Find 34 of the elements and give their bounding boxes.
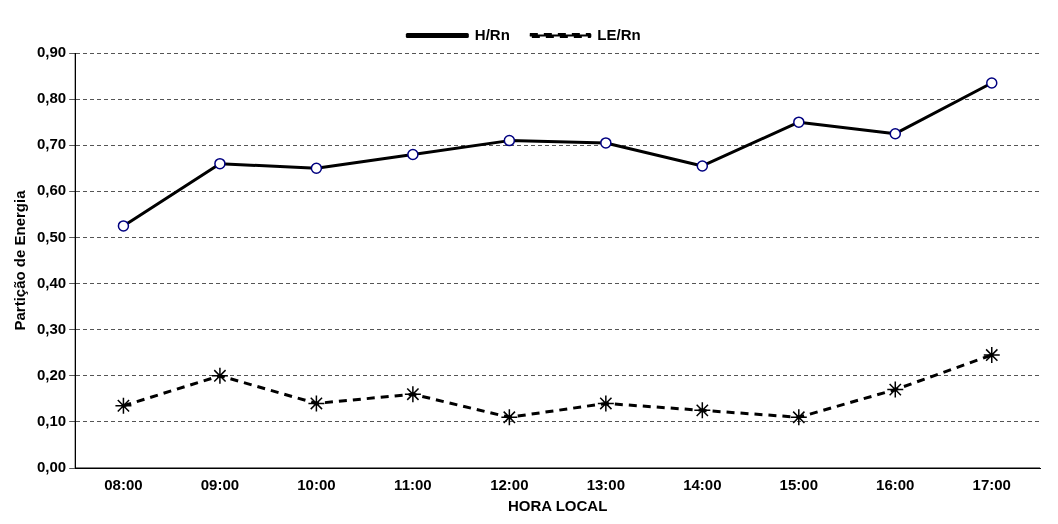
y-tick-label: 0,70 <box>36 135 67 153</box>
x-axis-title: HORA LOCAL <box>507 497 608 515</box>
point <box>790 408 808 427</box>
y-tick-label: 0,50 <box>36 227 67 245</box>
point <box>500 408 519 427</box>
legend-label: H/Rn <box>474 25 510 43</box>
x-tick-label: 16:00 <box>876 476 915 494</box>
x-tick-label: 12:00 <box>490 476 529 494</box>
point <box>307 394 326 413</box>
x-tick-label: 13:00 <box>586 476 626 494</box>
x-tick-label: 10:00 <box>297 476 336 494</box>
y-axis-title: Partição de Energia <box>11 189 29 331</box>
y-tick-label: 0,00 <box>36 458 67 476</box>
x-tick-label: 08:00 <box>104 476 143 494</box>
y-tick-label: 0,30 <box>36 319 67 337</box>
point <box>693 401 712 420</box>
point <box>886 380 905 399</box>
x-tick-label: 14:00 <box>683 476 722 494</box>
y-tick-label: 0,60 <box>36 181 67 199</box>
y-tick-label: 0,10 <box>36 412 67 430</box>
legend-label: LE/Rn <box>597 25 641 43</box>
point <box>404 385 422 403</box>
x-tick-label: 15:00 <box>779 476 818 494</box>
y-tick-label: 0,40 <box>36 273 67 291</box>
point <box>983 346 1001 364</box>
point <box>211 367 229 385</box>
x-tick-label: 09:00 <box>200 476 240 494</box>
x-tick-label: 17:00 <box>972 476 1011 494</box>
y-tick-label: 0,20 <box>36 365 67 383</box>
y-tick-label: 0,80 <box>36 89 67 107</box>
point <box>597 394 615 413</box>
x-tick-label: 11:00 <box>394 476 432 494</box>
point <box>114 397 133 415</box>
y-tick-label: 0,90 <box>36 43 67 61</box>
